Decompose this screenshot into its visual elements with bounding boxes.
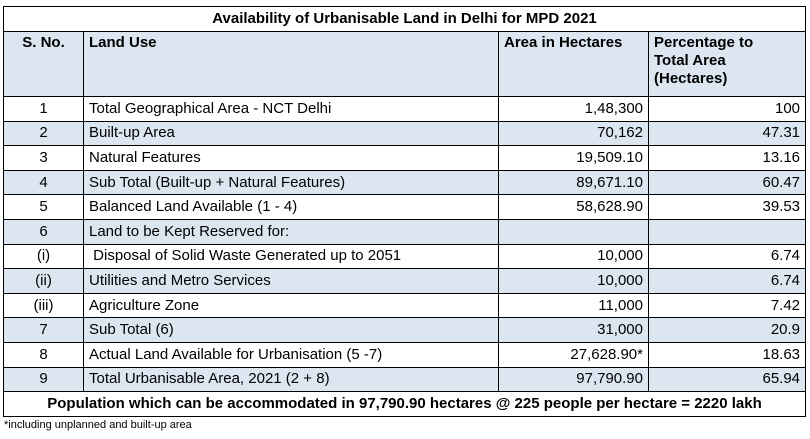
table-row: 1 Total Geographical Area - NCT Delhi 1,…: [3, 96, 807, 122]
table-row: 7 Sub Total (6) 31,000 20.9: [3, 317, 807, 343]
table-row: 2 Built-up Area 70,162 47.31: [3, 120, 807, 147]
row-sno: (i): [3, 243, 84, 270]
row-land-use: Sub Total (Built-up + Natural Features): [83, 169, 499, 196]
row-area: 1,48,300: [498, 96, 649, 122]
row-percentage: 60.47: [647, 169, 807, 196]
table-row: 8 Actual Land Available for Urbanisation…: [3, 341, 807, 368]
row-land-use: Built-up Area: [83, 120, 499, 147]
row-area: 10,000: [498, 243, 649, 270]
population-summary: Population which can be accommodated in …: [2, 391, 807, 418]
table-row: 9 Total Urbanisable Area, 2021 (2 + 8) 9…: [3, 366, 807, 393]
row-land-use: Total Geographical Area - NCT Delhi: [83, 96, 499, 122]
row-sno: (iii): [3, 292, 84, 319]
row-area: 70,162: [498, 120, 649, 147]
row-land-use: Land to be Kept Reserved for:: [83, 218, 499, 245]
table-row: (i) Disposal of Solid Waste Generated up…: [3, 243, 807, 270]
table-title: Availability of Urbanisable Land in Delh…: [2, 6, 807, 32]
row-sno: 5: [3, 194, 84, 220]
row-sno: 1: [3, 96, 84, 122]
row-sno: 4: [3, 169, 84, 196]
row-sno: 7: [3, 317, 84, 343]
row-land-use: Agriculture Zone: [83, 292, 499, 319]
land-availability-table: Availability of Urbanisable Land in Delh…: [2, 6, 807, 418]
row-area: 19,509.10: [498, 145, 649, 171]
row-land-use: Utilities and Metro Services: [83, 268, 499, 294]
row-percentage: 6.74: [647, 243, 807, 270]
row-area: 27,628.90*: [498, 341, 649, 368]
population-summary-row: Population which can be accommodated in …: [2, 391, 807, 418]
header-sno: S. No.: [3, 31, 84, 97]
table-row: (ii) Utilities and Metro Services 10,000…: [3, 268, 807, 294]
row-percentage: 6.74: [647, 268, 807, 294]
header-percentage: Percentage to Total Area (Hectares): [647, 31, 807, 97]
row-area: 10,000: [498, 268, 649, 294]
table-row: 5 Balanced Land Available (1 - 4) 58,628…: [3, 194, 807, 220]
row-area: 89,671.10: [498, 169, 649, 196]
row-sno: 2: [3, 120, 84, 147]
row-land-use: Total Urbanisable Area, 2021 (2 + 8): [83, 366, 499, 393]
row-land-use: Balanced Land Available (1 - 4): [83, 194, 499, 220]
footnote: *including unplanned and built-up area: [4, 419, 192, 431]
row-area: 97,790.90: [498, 366, 649, 393]
row-area: 58,628.90: [498, 194, 649, 220]
header-area: Area in Hectares: [498, 31, 649, 97]
row-land-use: Natural Features: [83, 145, 499, 171]
table-row: 4 Sub Total (Built-up + Natural Features…: [3, 169, 807, 196]
table-title-row: Availability of Urbanisable Land in Delh…: [2, 6, 807, 32]
table-row: (iii) Agriculture Zone 11,000 7.42: [3, 292, 807, 319]
row-percentage: 7.42: [647, 292, 807, 319]
row-percentage: 47.31: [647, 120, 807, 147]
row-land-use: Sub Total (6): [83, 317, 499, 343]
row-percentage: 18.63: [647, 341, 807, 368]
row-percentage: 39.53: [647, 194, 807, 220]
header-row: S. No. Land Use Area in Hectares Percent…: [3, 31, 807, 97]
row-land-use: Actual Land Available for Urbanisation (…: [83, 341, 499, 368]
row-area: 31,000: [498, 317, 649, 343]
row-area: [498, 218, 649, 245]
table-row: 3 Natural Features 19,509.10 13.16: [3, 145, 807, 171]
row-sno: 8: [3, 341, 84, 368]
row-sno: 9: [3, 366, 84, 393]
row-land-use: Disposal of Solid Waste Generated up to …: [83, 243, 499, 270]
row-sno: 6: [3, 218, 84, 245]
row-percentage: 13.16: [647, 145, 807, 171]
row-percentage: 65.94: [647, 366, 807, 393]
table-row: 6 Land to be Kept Reserved for:: [3, 218, 807, 245]
row-sno: (ii): [3, 268, 84, 294]
row-sno: 3: [3, 145, 84, 171]
header-land-use: Land Use: [83, 31, 499, 97]
row-area: 11,000: [498, 292, 649, 319]
row-percentage: 20.9: [647, 317, 807, 343]
row-percentage: [647, 218, 807, 245]
row-percentage: 100: [647, 96, 807, 122]
